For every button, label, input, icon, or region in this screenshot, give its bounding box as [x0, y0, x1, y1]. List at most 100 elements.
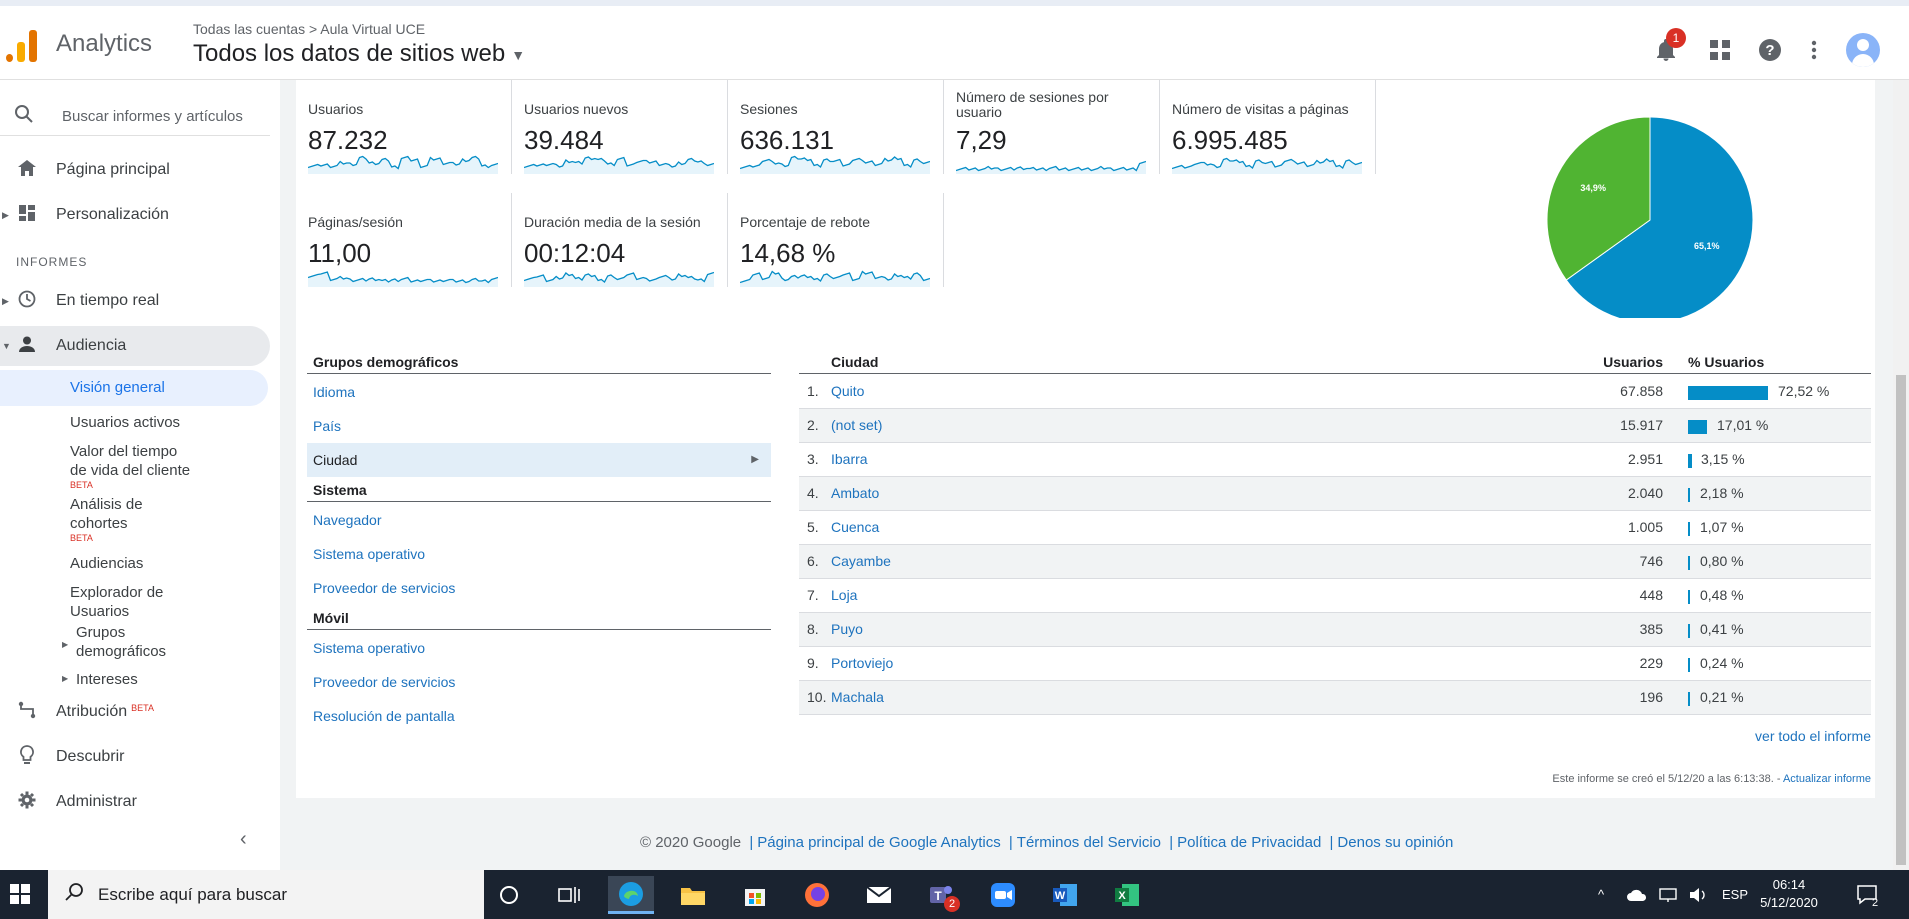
sidebar-subitem-overview[interactable]: Visión general [0, 370, 268, 406]
sidebar-item-realtime[interactable]: ▶ En tiempo real [0, 281, 270, 321]
table-row: 7. Loja 448 0,48 % [799, 579, 1871, 613]
demographics-link[interactable]: Proveedor de servicios [307, 665, 771, 699]
demographics-link[interactable]: País [307, 409, 771, 443]
share-percent: 0,41 % [1700, 621, 1744, 637]
demographics-link[interactable]: Navegador [307, 503, 771, 537]
sidebar-subitem-user-explorer[interactable]: Explorador de Usuarios [70, 583, 220, 621]
demographics-group-heading: Sistema [307, 482, 771, 502]
teams-icon[interactable]: T 2 [918, 876, 964, 914]
metric-tile[interactable]: Usuarios nuevos 39.484 [512, 80, 728, 174]
onedrive-icon[interactable] [1626, 870, 1648, 919]
city-link[interactable]: Portoviejo [831, 655, 894, 671]
footer-link-privacy[interactable]: Política de Privacidad [1177, 834, 1322, 851]
lightbulb-icon [16, 744, 38, 770]
metric-tile[interactable]: Número de sesiones por usuario 7,29 [944, 80, 1160, 174]
metric-tile[interactable]: Páginas/sesión 11,00 [296, 193, 512, 287]
row-index: 8. [807, 621, 819, 637]
sidebar-item-attribution[interactable]: Atribución BETA [0, 692, 270, 732]
zoom-icon[interactable] [980, 876, 1026, 914]
see-full-report-link[interactable]: ver todo el informe [1755, 728, 1871, 744]
task-view-icon[interactable] [546, 876, 592, 914]
sidebar-subitem-cohort-analysis[interactable]: Análisis de cohortes BETA [70, 495, 220, 543]
cortana-icon[interactable] [486, 876, 532, 914]
demographics-link[interactable]: Idioma [307, 375, 771, 409]
demographics-link[interactable]: Resolución de pantalla [307, 699, 771, 733]
tray-chevron-up-icon[interactable]: ^ [1598, 887, 1605, 902]
demographics-link[interactable]: Sistema operativo [307, 537, 771, 571]
network-icon[interactable] [1658, 870, 1678, 919]
pie-slice[interactable] [1565, 116, 1754, 318]
metric-tile[interactable]: Sesiones 636.131 [728, 80, 944, 174]
sidebar-subitem-active-users[interactable]: Usuarios activos [70, 414, 181, 431]
footer-link-feedback[interactable]: Denos su opinión [1337, 834, 1454, 851]
excel-icon[interactable]: X [1104, 876, 1150, 914]
city-link[interactable]: Ambato [831, 485, 880, 501]
metric-tile[interactable]: Duración media de la sesión 00:12:04 [512, 193, 728, 287]
windows-start-icon[interactable] [10, 884, 30, 904]
sidebar-subitem-label: cohortes [70, 515, 128, 532]
users-count: 196 [1639, 689, 1663, 705]
edge-browser-icon[interactable] [608, 876, 654, 914]
sidebar-item-customization[interactable]: ▶ Personalización [0, 195, 270, 235]
city-link[interactable]: Puyo [831, 621, 863, 637]
city-link[interactable]: Cuenca [831, 519, 880, 535]
city-link[interactable]: Quito [831, 383, 865, 399]
analytics-logo-icon[interactable] [6, 28, 38, 62]
copyright-text: © 2020 Google [640, 834, 742, 851]
search-reports-input[interactable]: Buscar informes y artículos [0, 96, 270, 136]
action-center-icon[interactable]: 2 [1856, 870, 1882, 919]
taskbar-search-input[interactable]: Escribe aquí para buscar [48, 870, 484, 919]
firefox-icon[interactable] [794, 876, 840, 914]
demographics-link[interactable]: Proveedor de servicios [307, 571, 771, 605]
city-link[interactable]: Cayambe [831, 553, 891, 569]
scrollbar-thumb[interactable] [1896, 375, 1906, 865]
metric-tile[interactable]: Porcentaje de rebote 14,68 % [728, 193, 944, 287]
person-icon [16, 336, 38, 357]
metric-tile[interactable]: Número de visitas a páginas 6.995.485 [1160, 80, 1376, 174]
demographics-link-label: Proveedor de servicios [313, 674, 456, 690]
view-selector[interactable]: Todos los datos de sitios web ▼ [193, 40, 525, 68]
breadcrumb[interactable]: Todas las cuentas > Aula Virtual UCE [193, 21, 426, 37]
file-explorer-icon[interactable] [670, 876, 716, 914]
language-indicator[interactable]: ESP [1722, 887, 1749, 902]
sidebar-subitem-demographics[interactable]: Grupos demográficos [76, 623, 226, 661]
store-icon[interactable] [732, 876, 778, 914]
metric-label: Número de visitas a páginas [1172, 101, 1349, 117]
apps-grid-icon[interactable] [1706, 36, 1734, 64]
demographics-link[interactable]: Ciudad ▶ [307, 443, 771, 477]
page-scrollbar[interactable] [1893, 80, 1909, 870]
sidebar-subitem-interests[interactable]: Intereses [76, 671, 138, 688]
sidebar-subitem-audiences[interactable]: Audiencias [70, 555, 144, 572]
help-icon[interactable]: ? [1756, 36, 1784, 64]
collapse-sidebar-icon[interactable]: ‹ [240, 828, 247, 850]
word-icon[interactable]: W [1042, 876, 1088, 914]
search-placeholder: Buscar informes y artículos [62, 108, 243, 125]
action-center-badge: 2 [1872, 897, 1879, 909]
city-link[interactable]: Loja [831, 587, 858, 603]
update-report-link[interactable]: Actualizar informe [1782, 773, 1871, 785]
avatar[interactable] [1846, 33, 1880, 67]
more-vert-icon[interactable] [1800, 36, 1828, 64]
footer-link-terms[interactable]: Términos del Servicio [1016, 834, 1162, 851]
footer-link-home[interactable]: Página principal de Google Analytics [757, 834, 1001, 851]
city-link[interactable]: Ibarra [831, 451, 868, 467]
sidebar-item-admin[interactable]: Administrar [0, 782, 270, 822]
clock-date: 5/12/2020 [1760, 895, 1818, 910]
volume-icon[interactable] [1688, 870, 1708, 919]
gear-icon [16, 791, 38, 814]
row-index: 3. [807, 451, 819, 467]
users-count: 15.917 [1620, 417, 1663, 433]
sidebar-item-discover[interactable]: Descubrir [0, 737, 270, 777]
mail-icon[interactable] [856, 876, 902, 914]
sidebar-item-audience[interactable]: ▼ Audiencia [0, 326, 270, 366]
demographics-link[interactable]: Sistema operativo [307, 631, 771, 665]
city-link[interactable]: Machala [831, 689, 884, 705]
clock[interactable]: 06:14 5/12/2020 [1754, 876, 1824, 912]
sidebar-item-home[interactable]: Página principal [0, 150, 270, 190]
pie-slice[interactable] [1546, 116, 1651, 281]
demographics-link-label: Sistema operativo [313, 640, 426, 656]
taskbar-search-placeholder: Escribe aquí para buscar [98, 885, 287, 904]
city-link[interactable]: (not set) [831, 417, 883, 433]
sidebar-subitem-lifetime-value[interactable]: Valor del tiempo de vida del cliente BET… [70, 442, 220, 490]
metric-tile[interactable]: Usuarios 87.232 [296, 80, 512, 174]
